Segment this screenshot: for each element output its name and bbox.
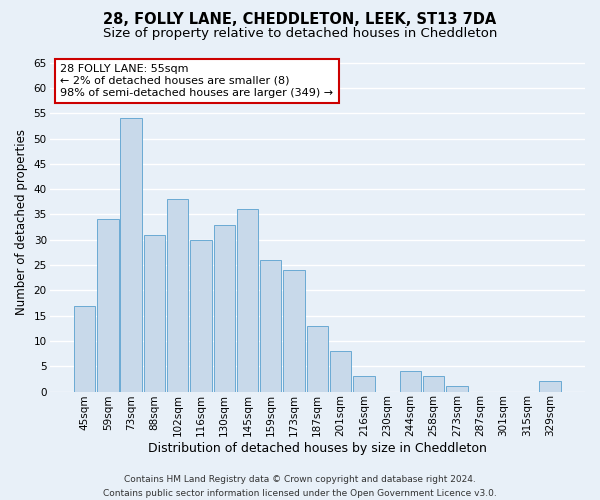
Bar [144,234,165,392]
Bar [167,199,188,392]
Y-axis label: Number of detached properties: Number of detached properties [15,129,28,315]
Bar [237,210,258,392]
Bar [446,386,467,392]
Bar [539,382,560,392]
Bar [190,240,212,392]
Text: Size of property relative to detached houses in Cheddleton: Size of property relative to detached ho… [103,28,497,40]
Bar [423,376,445,392]
Bar [353,376,374,392]
Bar [97,220,119,392]
Text: Contains HM Land Registry data © Crown copyright and database right 2024.
Contai: Contains HM Land Registry data © Crown c… [103,476,497,498]
Text: 28 FOLLY LANE: 55sqm
← 2% of detached houses are smaller (8)
98% of semi-detache: 28 FOLLY LANE: 55sqm ← 2% of detached ho… [60,64,334,98]
Bar [260,260,281,392]
X-axis label: Distribution of detached houses by size in Cheddleton: Distribution of detached houses by size … [148,442,487,455]
Bar [330,351,351,392]
Bar [307,326,328,392]
Bar [400,372,421,392]
Bar [121,118,142,392]
Bar [283,270,305,392]
Text: 28, FOLLY LANE, CHEDDLETON, LEEK, ST13 7DA: 28, FOLLY LANE, CHEDDLETON, LEEK, ST13 7… [103,12,497,28]
Bar [214,224,235,392]
Bar [74,306,95,392]
